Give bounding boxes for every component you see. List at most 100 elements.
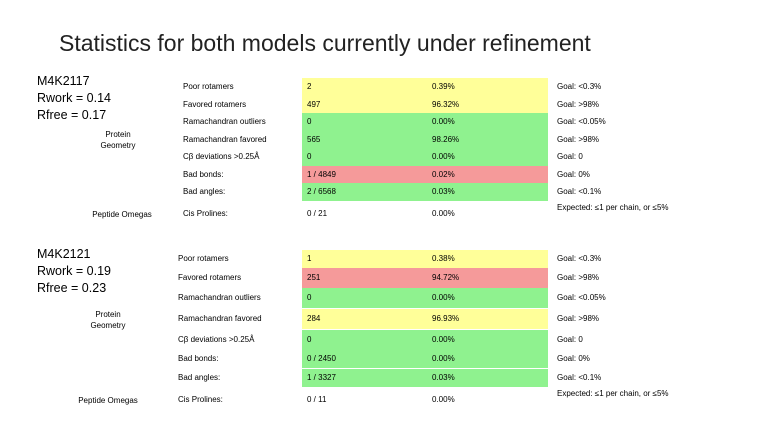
status-band	[302, 369, 548, 387]
metric-goal: Goal: <0.1%	[557, 187, 602, 196]
metric-name: Bad bonds:	[183, 170, 224, 179]
status-band	[302, 330, 548, 350]
metric-goal: Goal: <0.3%	[557, 254, 602, 263]
metric-name: Favored rotamers	[183, 100, 247, 109]
table-row: Ramachandran favored 565 98.26% Goal: >98%	[0, 131, 768, 149]
metric-percent: 0.38%	[432, 254, 455, 263]
status-band	[302, 96, 548, 114]
peptide-omegas-label: Peptide Omegas	[78, 396, 138, 405]
metric-count: 0	[307, 293, 312, 302]
status-band	[302, 309, 548, 329]
metric-goal: Goal: <0.3%	[557, 82, 602, 91]
metric-percent: 94.72%	[432, 273, 460, 282]
metric-percent: 0.39%	[432, 82, 455, 91]
metric-percent: 0.03%	[432, 187, 455, 196]
metric-count: 1	[307, 254, 312, 263]
metric-name: Bad bonds:	[178, 354, 219, 363]
status-band	[302, 288, 548, 308]
table-row: Poor rotamers 2 0.39% Goal: <0.3%	[0, 78, 768, 96]
metric-count: 251	[307, 273, 321, 282]
metric-goal: Goal: <0.05%	[557, 293, 606, 302]
metric-name: Poor rotamers	[183, 82, 234, 91]
metric-percent: 0.03%	[432, 373, 455, 382]
status-band	[302, 250, 548, 268]
table-row: Bad bonds: 1 / 4849 0.02% Goal: 0%	[0, 166, 768, 184]
metric-percent: 0.00%	[432, 354, 455, 363]
table-row: Bad angles: 2 / 6568 0.03% Goal: <0.1%	[0, 183, 768, 201]
protein-geometry-label: Protein Geometry	[100, 130, 136, 150]
table-row: Bad bonds: 0 / 2450 0.00% Goal: 0%	[0, 350, 768, 368]
metric-goal: Goal: 0%	[557, 170, 590, 179]
metric-goal: Goal: >98%	[557, 314, 600, 323]
metric-percent: 0.00%	[432, 395, 455, 404]
model-id: M4K2117	[37, 74, 90, 88]
metric-count: 284	[307, 314, 321, 323]
metric-name: Ramachandran favored	[183, 135, 267, 144]
metric-count: 497	[307, 100, 321, 109]
metric-goal: Goal: >98%	[557, 100, 600, 109]
status-band	[302, 113, 548, 131]
table-row: Poor rotamers 1 0.38% Goal: <0.3%	[0, 250, 768, 268]
metric-count: 2 / 6568	[307, 187, 336, 196]
metric-name: Ramachandran outliers	[183, 117, 266, 126]
metric-percent: 0.02%	[432, 170, 455, 179]
metric-name: Ramachandran favored	[178, 314, 262, 323]
rwork-value: Rwork = 0.19	[37, 264, 111, 278]
rwork-value: Rwork = 0.14	[37, 91, 111, 105]
status-band	[302, 391, 548, 409]
status-band	[302, 350, 548, 368]
metric-count: 0	[307, 152, 312, 161]
peptide-omegas-label: Peptide Omegas	[92, 210, 152, 219]
model-id: M4K2121	[37, 247, 91, 261]
metric-name: Cβ deviations >0.25Å	[183, 152, 260, 161]
metric-count: 0 / 21	[307, 209, 328, 218]
slide-title: Statistics for both models currently und…	[59, 30, 591, 56]
metric-goal: Goal: >98%	[557, 273, 600, 282]
table-row: Ramachandran outliers 0 0.00% Goal: <0.05%	[0, 288, 768, 308]
metric-goal: Expected: ≤1 per chain, or ≤5%	[557, 389, 669, 398]
metric-count: 0	[307, 335, 312, 344]
table-row: Cis Prolines: 0 / 11 0.00% Expected: ≤1 per…	[0, 389, 768, 409]
table-row: Cis Prolines: 0 / 21 0.00% Expected: ≤1 per…	[0, 203, 768, 223]
metric-percent: 0.00%	[432, 293, 455, 302]
metric-name: Poor rotamers	[178, 254, 229, 263]
metric-count: 1 / 4849	[307, 170, 336, 179]
metric-goal: Goal: 0%	[557, 354, 590, 363]
metric-name: Cβ deviations >0.25Å	[178, 335, 255, 344]
table-row: Favored rotamers 251 94.72% Goal: >98%	[0, 268, 768, 288]
table-row: Ramachandran outliers 0 0.00% Goal: <0.05%	[0, 113, 768, 131]
model-2-header: M4K2121 Rwork = 0.19 Rfree = 0.23	[37, 246, 111, 297]
metric-percent: 0.00%	[432, 117, 455, 126]
metric-count: 2	[307, 82, 312, 91]
metric-count: 565	[307, 135, 321, 144]
status-band	[302, 268, 548, 288]
status-band	[302, 131, 548, 149]
metric-goal: Goal: 0	[557, 152, 583, 161]
metric-goal: Goal: <0.05%	[557, 117, 606, 126]
status-band	[302, 183, 548, 201]
metric-name: Favored rotamers	[178, 273, 242, 282]
metric-percent: 98.26%	[432, 135, 460, 144]
protein-geometry-label: Protein Geometry	[90, 310, 126, 330]
metric-count: 0	[307, 117, 312, 126]
table-row: Bad angles: 1 / 3327 0.03% Goal: <0.1%	[0, 369, 768, 387]
rfree-value: Rfree = 0.17	[37, 108, 107, 122]
model-1-header: M4K2117 Rwork = 0.14 Rfree = 0.17	[37, 73, 111, 124]
table-row: Ramachandran favored 284 96.93% Goal: >98%	[0, 309, 768, 329]
metric-name: Ramachandran outliers	[178, 293, 261, 302]
metric-percent: 96.32%	[432, 100, 460, 109]
rfree-value: Rfree = 0.23	[37, 281, 107, 295]
metric-percent: 96.93%	[432, 314, 460, 323]
metric-goal: Expected: ≤1 per chain, or ≤5%	[557, 203, 669, 212]
metric-goal: Goal: 0	[557, 335, 583, 344]
status-band	[302, 166, 548, 184]
metric-name: Cis Prolines:	[183, 209, 228, 218]
table-row: Cβ deviations >0.25Å 0 0.00% Goal: 0	[0, 148, 768, 166]
table-row: Favored rotamers 497 96.32% Goal: >98%	[0, 96, 768, 114]
metric-percent: 0.00%	[432, 209, 455, 218]
metric-name: Bad angles:	[178, 373, 221, 382]
metric-name: Bad angles:	[183, 187, 226, 196]
table-row: Cβ deviations >0.25Å 0 0.00% Goal: 0	[0, 330, 768, 350]
metric-count: 0 / 2450	[307, 354, 336, 363]
metric-count: 0 / 11	[307, 395, 327, 404]
